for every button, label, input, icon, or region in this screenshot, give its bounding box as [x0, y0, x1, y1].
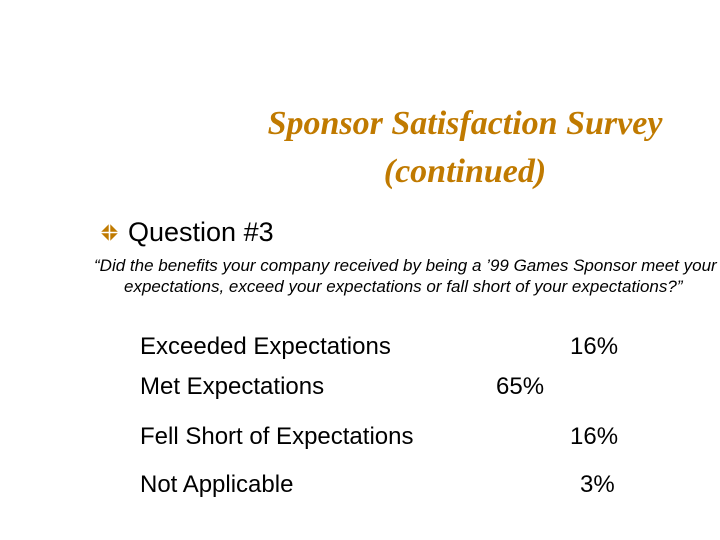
- result-label-exceeded: Exceeded Expectations: [140, 333, 391, 360]
- diamond-bullet-icon: [100, 223, 119, 242]
- question-text: “Did the benefits your company received …: [94, 256, 717, 296]
- slide-title-line-1: Sponsor Satisfaction Survey: [267, 105, 663, 142]
- result-value-not-applicable: 3%: [580, 471, 615, 498]
- result-value-met: 65%: [496, 373, 545, 400]
- result-value-fell-short: 16%: [570, 423, 619, 450]
- question-label: Question #3: [128, 217, 274, 247]
- slide-title: Sponsor Satisfaction Survey (continued): [200, 100, 720, 196]
- result-label-fell-short: Fell Short of Expectations: [140, 423, 414, 450]
- result-label-met: Met Expectations: [140, 373, 325, 400]
- result-label-not-applicable: Not Applicable: [140, 471, 294, 498]
- question-heading: Question #3: [100, 214, 274, 250]
- slide-title-line-2: (continued): [383, 153, 547, 190]
- result-value-exceeded: 16%: [570, 333, 619, 360]
